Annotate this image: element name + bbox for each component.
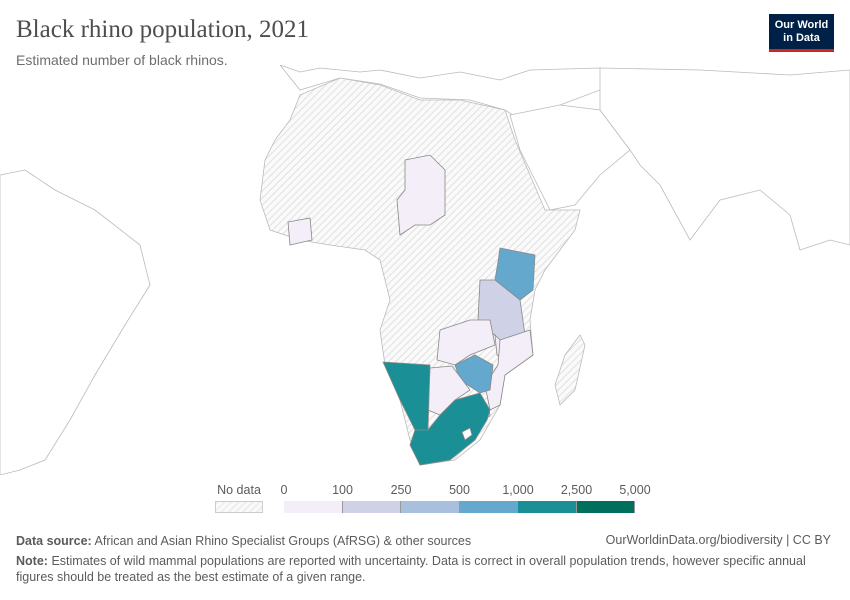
data-source: Data source: African and Asian Rhino Spe… <box>16 533 471 549</box>
country-zambia[interactable] <box>436 319 496 366</box>
country-lesotho <box>461 427 473 441</box>
chart-title: Black rhino population, 2021 <box>16 16 310 43</box>
legend-swatch[interactable] <box>284 501 343 513</box>
note-text: Estimates of wild mammal populations are… <box>16 554 806 584</box>
madagascar-no-data <box>554 334 586 406</box>
note-label: Note: <box>16 554 48 568</box>
legend-swatch[interactable] <box>342 501 401 513</box>
legend-swatch[interactable] <box>576 501 635 513</box>
legend-tick-label: 5,000 <box>619 483 651 497</box>
legend-tick-label: 0 <box>280 483 288 497</box>
world-map <box>0 65 850 475</box>
source-label: Data source: <box>16 534 92 548</box>
owid-logo[interactable]: Our World in Data <box>769 14 834 52</box>
background-landmasses <box>0 65 850 475</box>
south-america <box>0 169 151 475</box>
middle-east <box>509 104 631 211</box>
country-kenya[interactable] <box>494 247 536 301</box>
legend-tick-label: 500 <box>449 483 470 497</box>
legend-tick-label: 2,500 <box>560 483 593 497</box>
country-mozambique[interactable] <box>484 329 534 411</box>
legend-no-data-swatch <box>215 501 263 513</box>
country-chad[interactable] <box>396 154 446 236</box>
legend-swatch[interactable] <box>401 501 460 513</box>
legend-tick-label: 250 <box>390 483 412 497</box>
logo-line2: in Data <box>783 32 820 44</box>
legend-tick-label: 1,000 <box>502 483 534 497</box>
source-text: African and Asian Rhino Specialist Group… <box>94 534 472 548</box>
asia <box>599 67 850 251</box>
country-c-te-d-ivoire[interactable] <box>287 217 313 246</box>
legend-tick-label: 100 <box>332 483 353 497</box>
legend-swatch[interactable] <box>518 501 577 513</box>
legend-no-data-label: No data <box>217 483 261 497</box>
logo-line1: Our World <box>774 19 829 31</box>
note: Note: Estimates of wild mammal populatio… <box>16 553 816 585</box>
legend-swatch[interactable] <box>459 501 518 513</box>
chart-subtitle: Estimated number of black rhinos. <box>16 52 228 68</box>
source-url[interactable]: OurWorldinData.org/biodiversity | CC BY <box>605 533 831 547</box>
country-south-africa[interactable] <box>409 392 491 466</box>
